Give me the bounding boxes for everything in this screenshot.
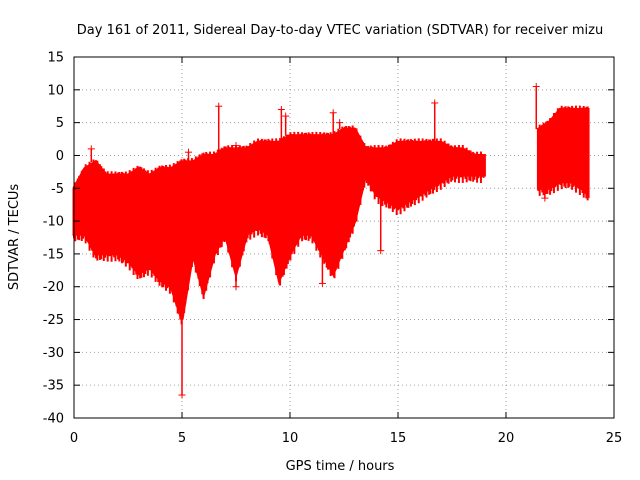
x-tick-label: 15 [390, 431, 407, 446]
x-tick-label: 25 [606, 431, 623, 446]
chart-title: Day 161 of 2011, Sidereal Day-to-day VTE… [77, 23, 603, 38]
plot-border [73, 56, 615, 419]
y-tick-label: 0 [56, 149, 64, 164]
y-tick-label: 15 [47, 51, 64, 66]
x-tick-label: 5 [178, 431, 186, 446]
data-area [72, 83, 590, 399]
y-tick-label: -10 [43, 215, 64, 230]
x-tick-label: 0 [70, 431, 78, 446]
y-tick-label: -20 [43, 280, 64, 295]
y-tick-label: -15 [43, 247, 64, 262]
y-tick-label: -40 [43, 412, 64, 427]
y-tick-label: -30 [43, 346, 64, 361]
x-axis-label: GPS time / hours [286, 459, 395, 474]
y-tick-label: -35 [43, 379, 64, 394]
y-axis-label: SDTVAR / TECUs [7, 184, 22, 291]
x-tick-label: 10 [282, 431, 299, 446]
y-tick-label: -25 [43, 313, 64, 328]
x-tick-label: 20 [498, 431, 515, 446]
y-tick-label: 5 [56, 116, 64, 131]
y-tick-label: 10 [47, 83, 64, 98]
axis-ticks: 0 5 10 15 20 25 15 10 5 0 -5 -10 -15 -20 -25 -30 -35 -40 [43, 51, 623, 447]
y-tick-label: -5 [51, 182, 64, 197]
